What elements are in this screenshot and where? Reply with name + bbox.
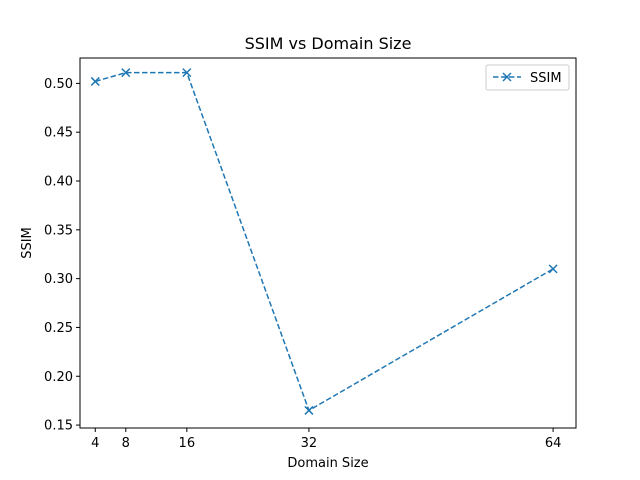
data-point-3 — [304, 405, 314, 415]
x-axis: 4 8 16 32 64 — [91, 428, 561, 451]
y-tick-label: 0.15 — [44, 419, 73, 434]
x-tick-label: 4 — [91, 436, 99, 451]
y-axis-title: SSIM — [20, 227, 35, 259]
data-point-4 — [548, 264, 558, 274]
data-point-0 — [90, 76, 100, 86]
data-point-2 — [182, 68, 192, 78]
chart-title: SSIM vs Domain Size — [245, 34, 412, 53]
y-tick-label: 0.50 — [44, 77, 73, 92]
y-tick-label: 0.35 — [44, 223, 73, 238]
y-tick-label: 0.40 — [44, 175, 73, 190]
x-axis-title: Domain Size — [287, 456, 368, 471]
x-tick-label: 64 — [545, 436, 562, 451]
legend-marker-x — [502, 72, 512, 82]
legend-label: SSIM — [530, 71, 562, 86]
x-tick-label: 16 — [179, 436, 196, 451]
x-tick-label: 32 — [301, 436, 318, 451]
plot-frame — [79, 57, 577, 429]
x-tick-label: 8 — [122, 436, 130, 451]
data-point-1 — [121, 68, 131, 78]
y-tick-label: 0.25 — [44, 321, 73, 336]
series-line-0 — [95, 71, 554, 412]
y-axis: 0.15 0.20 0.25 0.30 0.35 0.40 0.45 0.50 — [44, 77, 80, 434]
series-layer — [90, 68, 558, 415]
y-tick-label: 0.30 — [44, 272, 73, 287]
y-tick-label: 0.20 — [44, 370, 73, 385]
legend: SSIM — [485, 64, 570, 91]
plot-area — [79, 57, 577, 429]
legend-frame — [485, 64, 570, 91]
y-tick-label: 0.45 — [44, 126, 73, 141]
